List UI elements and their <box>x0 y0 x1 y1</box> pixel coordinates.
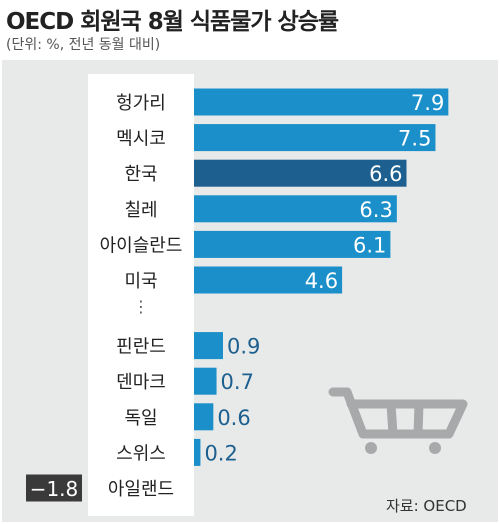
value-label-멕시코: 7.5 <box>398 127 431 151</box>
value-label-아이슬란드: 6.1 <box>353 233 386 257</box>
category-label-헝가리: 헝가리 <box>116 93 166 114</box>
bar-칠레 <box>194 195 397 223</box>
value-label-독일: 0.6 <box>217 406 250 430</box>
bar-아이슬란드 <box>194 230 391 258</box>
value-label-스위스: 0.2 <box>204 441 237 465</box>
chart-title: OECD 회원국 8월 식품물가 상승률 <box>6 9 339 35</box>
value-label-한국: 6.6 <box>369 162 402 186</box>
bar-미국 <box>194 266 343 294</box>
category-label-아이슬란드: 아이슬란드 <box>100 235 183 256</box>
category-label-아일랜드: 아일랜드 <box>108 479 174 500</box>
category-label-독일: 독일 <box>124 408 157 429</box>
value-label-헝가리: 7.9 <box>411 91 444 115</box>
category-label-덴마크: 덴마크 <box>116 372 166 393</box>
category-label-스위스: 스위스 <box>116 443 166 464</box>
value-label-핀란드: 0.9 <box>227 335 260 359</box>
source-note: 자료: OECD <box>386 497 467 515</box>
value-label-미국: 4.6 <box>305 269 338 293</box>
chart-subtitle: (단위: %, 전년 동월 대비) <box>6 37 161 53</box>
bar-아일랜드 <box>26 474 82 502</box>
category-label-칠레: 칠레 <box>124 200 157 221</box>
bar-멕시코 <box>194 124 436 152</box>
bar-스위스 <box>194 438 201 466</box>
category-label-미국: 미국 <box>124 271 157 292</box>
value-label-칠레: 6.3 <box>359 198 392 222</box>
category-label-멕시코: 멕시코 <box>116 129 166 150</box>
bar-헝가리 <box>194 88 449 116</box>
gap-marker: ⋮ <box>133 297 149 316</box>
bar-독일 <box>194 403 214 431</box>
shopping-cart-icon <box>328 387 468 454</box>
category-label-한국: 한국 <box>124 164 157 185</box>
category-label-핀란드: 핀란드 <box>116 337 166 358</box>
bar-덴마크 <box>194 367 217 395</box>
value-label-아일랜드: −1.8 <box>30 477 79 501</box>
bar-핀란드 <box>194 332 223 360</box>
category-label-column <box>88 74 194 516</box>
value-label-덴마크: 0.7 <box>221 370 254 394</box>
bar-한국 <box>194 159 407 187</box>
